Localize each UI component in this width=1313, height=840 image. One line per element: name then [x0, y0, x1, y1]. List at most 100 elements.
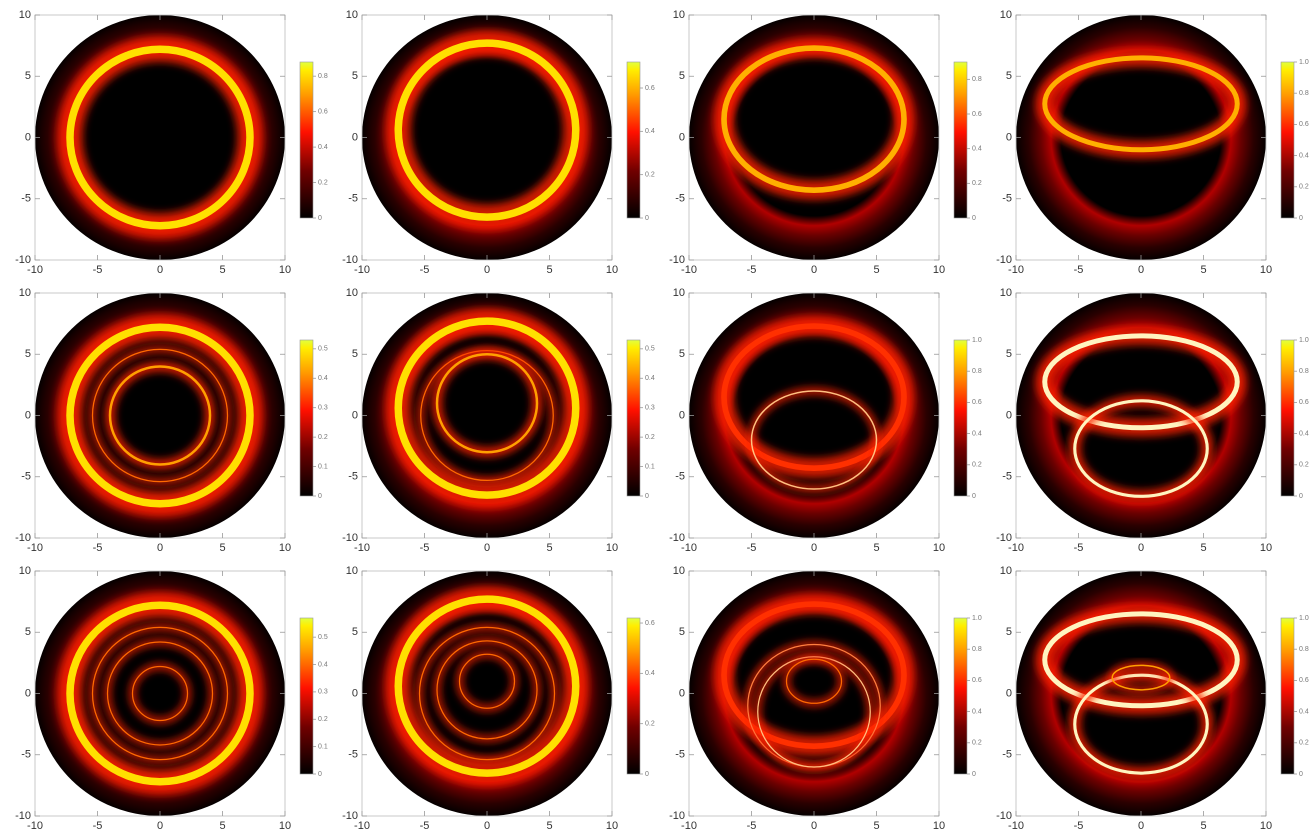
y-tick-label: -5 [675, 193, 685, 205]
y-tick-label: -10 [669, 254, 685, 266]
colorbar-tick-label: 0.6 [1299, 121, 1309, 128]
colorbar-tick-label: 0.6 [972, 111, 982, 118]
colorbar-tick-label: 0.6 [972, 677, 982, 684]
colorbar-tick-label: 0 [1299, 771, 1303, 778]
y-tick-label: 10 [346, 287, 358, 299]
y-tick-label: -10 [15, 532, 31, 544]
x-tick-label: -5 [1074, 264, 1084, 276]
colorbar-tick-label: 0.6 [645, 620, 655, 627]
colorbar [954, 62, 967, 218]
colorbar-tick-label: 0.2 [1299, 462, 1309, 469]
y-tick-label: 5 [25, 70, 31, 82]
colorbar [954, 340, 967, 496]
colorbar-tick-label: 0 [972, 771, 976, 778]
y-tick-label: -10 [15, 810, 31, 822]
y-tick-label: -5 [21, 471, 31, 483]
colorbar-tick-label: 0.2 [972, 462, 982, 469]
x-tick-label: -5 [1074, 820, 1084, 832]
y-tick-label: -10 [996, 532, 1012, 544]
y-tick-label: -5 [675, 749, 685, 761]
colorbar-tick-label: 0.6 [318, 108, 328, 115]
x-tick-label: 0 [157, 542, 163, 554]
y-tick-label: -5 [1002, 749, 1012, 761]
x-tick-label: -5 [420, 264, 430, 276]
colorbar-tick-label: 0.4 [645, 128, 655, 135]
x-tick-label: 10 [606, 542, 618, 554]
y-tick-label: -5 [348, 471, 358, 483]
y-tick-label: -5 [21, 749, 31, 761]
page: -10 -5 0 5 10 -10 -5 0 5 10 0 0.2 0.4 0.6 0.8 -10 -5 0 5 10… [0, 0, 1313, 840]
x-tick-label: 0 [811, 264, 817, 276]
colorbar-tick-label: 0.2 [318, 179, 328, 186]
x-tick-label: 0 [811, 542, 817, 554]
colorbar-tick-label: 0.1 [645, 463, 655, 470]
colorbar-tick-label: 0.6 [972, 399, 982, 406]
x-tick-label: 0 [1138, 542, 1144, 554]
y-tick-label: 5 [1006, 70, 1012, 82]
x-tick-label: 10 [606, 820, 618, 832]
x-tick-label: 5 [546, 542, 552, 554]
x-tick-label: 5 [1200, 542, 1206, 554]
colorbar-tick-label: 0 [318, 493, 322, 500]
colorbar [1281, 340, 1294, 496]
colorbar-tick-label: 0.3 [318, 689, 328, 696]
colorbar-tick-label: 0.2 [1299, 740, 1309, 747]
y-tick-label: 10 [346, 9, 358, 21]
y-tick-label: -5 [675, 471, 685, 483]
y-tick-label: 10 [19, 9, 31, 21]
colorbar-tick-label: 0.3 [645, 405, 655, 412]
x-tick-label: 10 [933, 820, 945, 832]
x-tick-label: 0 [811, 820, 817, 832]
y-tick-label: 10 [19, 287, 31, 299]
colorbar-tick-label: 0.5 [318, 634, 328, 641]
x-tick-label: 5 [546, 820, 552, 832]
y-tick-label: 5 [679, 626, 685, 638]
y-tick-label: -10 [996, 810, 1012, 822]
colorbar [300, 62, 313, 218]
x-tick-label: 5 [873, 264, 879, 276]
colorbar-tick-label: 0.4 [1299, 152, 1309, 159]
colorbar-tick-label: 0.4 [318, 661, 328, 668]
y-tick-label: 0 [352, 409, 358, 421]
colorbar-tick-label: 0.2 [1299, 184, 1309, 191]
y-tick-label: 0 [352, 687, 358, 699]
x-tick-label: 5 [219, 820, 225, 832]
y-tick-label: -5 [21, 193, 31, 205]
y-tick-label: 5 [352, 626, 358, 638]
y-tick-label: 0 [1006, 409, 1012, 421]
panel: -10-50510-10-5051000.20.40.60.8 [15, 9, 328, 276]
colorbar-tick-label: 0 [972, 215, 976, 222]
y-tick-label: 5 [679, 70, 685, 82]
x-tick-label: -5 [420, 820, 430, 832]
colorbar-tick-label: 1.0 [972, 615, 982, 622]
y-tick-label: 0 [679, 687, 685, 699]
colorbar [1281, 618, 1294, 774]
x-tick-label: 0 [484, 542, 490, 554]
x-tick-label: 5 [219, 542, 225, 554]
colorbar-tick-label: 0 [645, 493, 649, 500]
colorbar-tick-label: 0.1 [318, 743, 328, 750]
colorbar [627, 62, 640, 218]
x-tick-label: -5 [93, 264, 103, 276]
colorbar-tick-label: 0.5 [318, 346, 328, 353]
x-tick-label: -5 [1074, 542, 1084, 554]
x-tick-label: -5 [747, 820, 757, 832]
y-tick-label: -10 [996, 254, 1012, 266]
x-tick-label: 0 [157, 820, 163, 832]
y-tick-label: -5 [348, 749, 358, 761]
y-tick-label: 10 [346, 565, 358, 577]
x-tick-label: 10 [279, 820, 291, 832]
colorbar-tick-label: 0 [645, 215, 649, 222]
x-tick-label: 10 [279, 542, 291, 554]
y-tick-label: 5 [679, 348, 685, 360]
colorbar-tick-label: 0.8 [1299, 90, 1309, 97]
colorbar-tick-label: 0.8 [1299, 368, 1309, 375]
x-tick-label: 5 [219, 264, 225, 276]
colorbar [300, 340, 313, 496]
colorbar-tick-label: 0.4 [1299, 430, 1309, 437]
y-tick-label: -5 [348, 193, 358, 205]
x-tick-label: 10 [606, 264, 618, 276]
y-tick-label: -10 [342, 254, 358, 266]
